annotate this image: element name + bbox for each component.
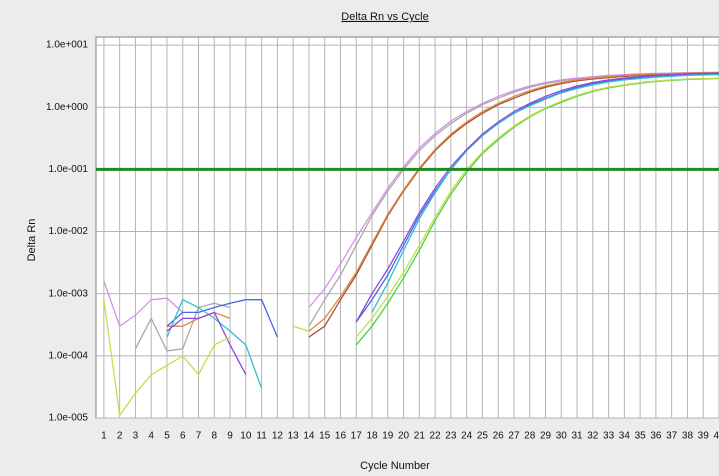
x-axis-label: Cycle Number: [360, 460, 430, 472]
x-tick-label: 37: [666, 431, 678, 442]
x-tick-label: 18: [366, 431, 378, 442]
x-tick-label: 15: [319, 431, 331, 442]
x-tick-label: 9: [227, 431, 233, 442]
x-tick-label: 20: [398, 431, 410, 442]
x-tick-label: 24: [461, 431, 473, 442]
x-tick-label: 10: [240, 431, 252, 442]
y-axis-label: Delta Rn: [26, 219, 38, 262]
series-line: [166, 73, 719, 389]
x-tick-label: 31: [571, 431, 583, 442]
series-line: [308, 72, 719, 338]
x-tick-label: 27: [508, 431, 520, 442]
y-tick-label: 1.0e-001: [49, 164, 89, 175]
x-tick-label: 26: [493, 431, 505, 442]
x-tick-label: 32: [587, 431, 599, 442]
x-tick-label: 1: [101, 431, 107, 442]
x-tick-label: 35: [635, 431, 647, 442]
x-tick-label: 6: [180, 431, 186, 442]
series-line: [103, 77, 719, 418]
x-tick-label: 19: [382, 431, 394, 442]
y-tick-label: 1.0e-005: [49, 413, 89, 424]
x-tick-label: 11: [256, 431, 267, 442]
x-tick-label: 21: [414, 431, 426, 442]
plot-area: [95, 36, 719, 419]
x-tick-label: 22: [430, 431, 442, 442]
x-tick-label: 4: [148, 431, 154, 442]
x-tick-label: 5: [164, 431, 170, 442]
y-tick-label: 1.0e-003: [49, 288, 89, 299]
x-tick-label: 28: [524, 431, 536, 442]
series-line: [166, 72, 719, 375]
x-tick-label: 17: [351, 431, 363, 442]
x-tick-label: 12: [272, 431, 284, 442]
x-tick-label: 39: [698, 431, 710, 442]
x-tick-label: 23: [445, 431, 457, 442]
y-tick-label: 1.0e-004: [49, 350, 89, 361]
x-tick-label: 25: [477, 431, 489, 442]
x-tick-label: 33: [603, 431, 615, 442]
x-tick-label: 3: [133, 431, 139, 442]
x-tick-label: 14: [303, 431, 315, 442]
x-tick-label: 13: [288, 431, 300, 442]
x-tick-label: 40: [713, 431, 719, 442]
x-tick-label: 36: [650, 431, 662, 442]
x-tick-label: 30: [556, 431, 568, 442]
series-line: [166, 73, 719, 338]
x-tick-label: 38: [682, 431, 694, 442]
x-tick-label: 2: [117, 431, 123, 442]
y-tick-label: 1.0e+001: [46, 40, 88, 51]
x-tick-label: 34: [619, 431, 631, 442]
y-tick-label: 1.0e-002: [49, 226, 89, 237]
x-tick-label: 16: [335, 431, 347, 442]
x-tick-label: 7: [196, 431, 202, 442]
x-tick-label: 29: [540, 431, 552, 442]
x-tick-label: 8: [212, 431, 218, 442]
y-tick-label: 1.0e+000: [46, 102, 88, 113]
chart-title: Delta Rn vs Cycle: [341, 11, 428, 23]
